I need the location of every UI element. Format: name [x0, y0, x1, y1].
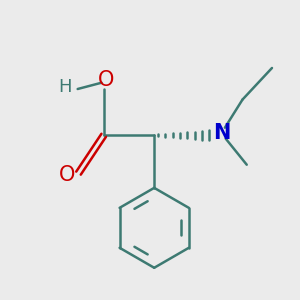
Text: O: O	[98, 70, 114, 90]
Text: H: H	[58, 78, 72, 96]
Text: N: N	[213, 123, 230, 143]
Text: O: O	[58, 165, 75, 185]
